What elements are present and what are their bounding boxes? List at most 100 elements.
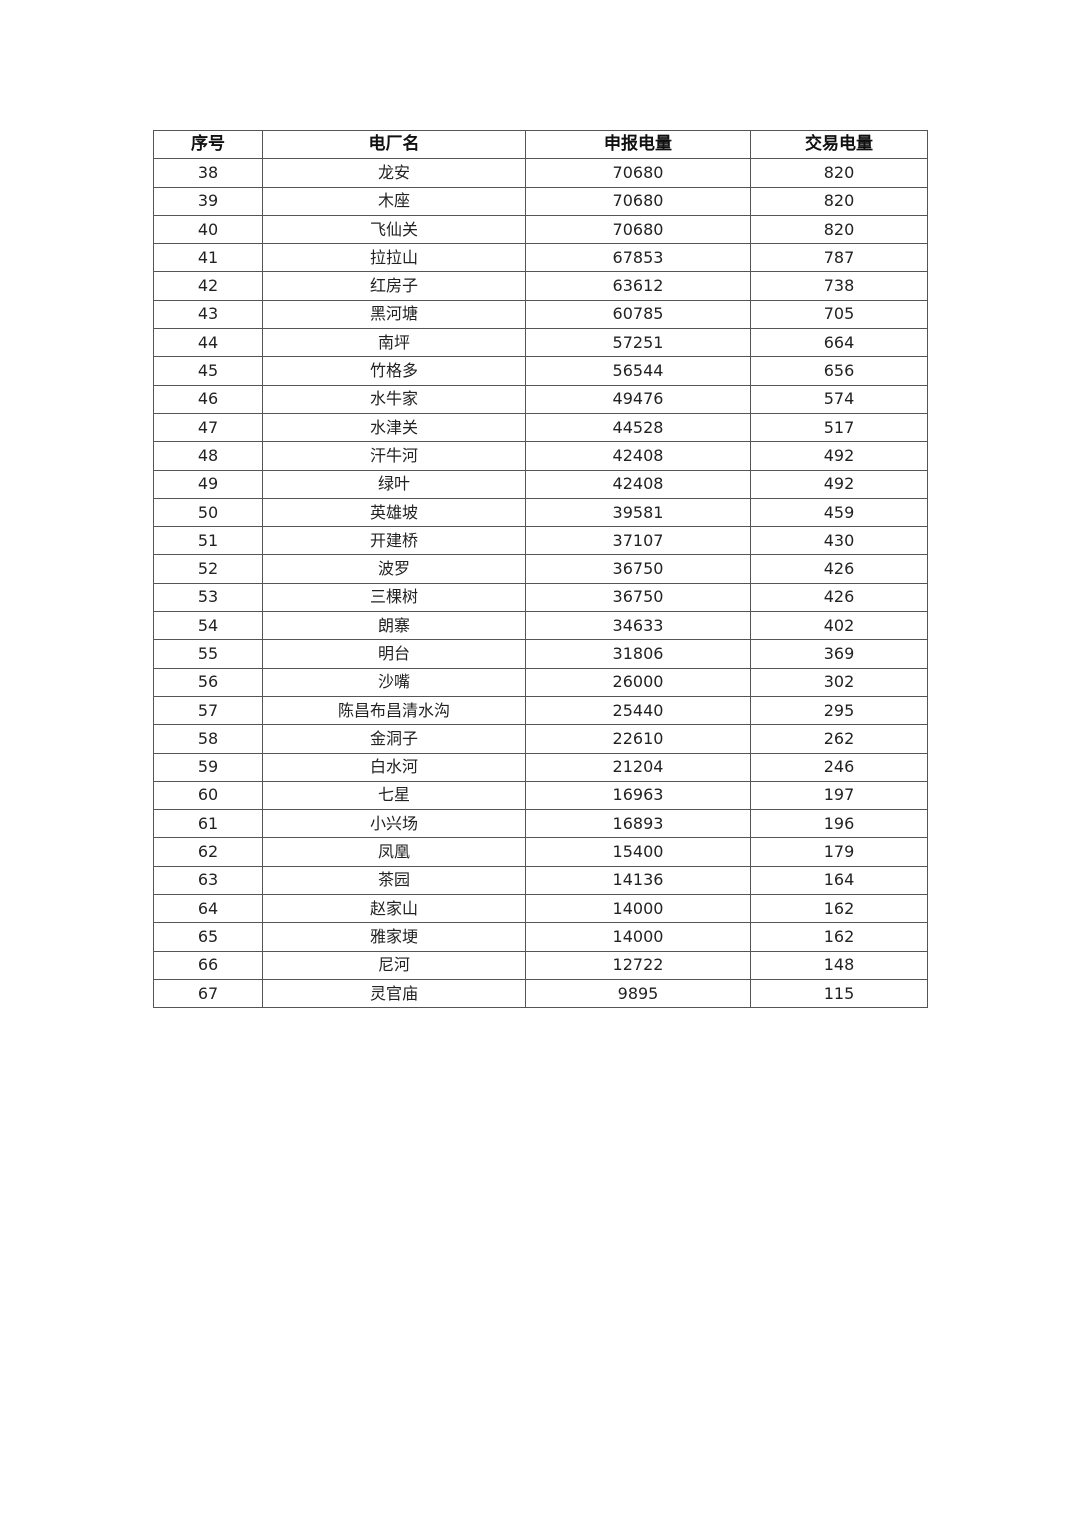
cell-plant-name: 飞仙关 [262, 214, 526, 245]
cell-plant-name: 汗牛河 [262, 441, 526, 471]
table-row: 52 波罗 36750 426 [153, 554, 928, 584]
cell-index: 52 [153, 554, 263, 584]
cell-declared-energy: 56544 [525, 356, 751, 386]
cell-traded-energy: 246 [750, 752, 928, 782]
cell-plant-name: 竹格多 [262, 356, 526, 386]
cell-declared-energy: 42408 [525, 441, 751, 471]
table-row: 40 飞仙关 70680 820 [153, 214, 928, 245]
cell-traded-energy: 656 [750, 356, 928, 386]
table-row: 59 白水河 21204 246 [153, 752, 928, 782]
cell-index: 55 [153, 639, 263, 669]
table-row: 62 凤凰 15400 179 [153, 837, 928, 867]
cell-plant-name: 凤凰 [262, 837, 526, 867]
cell-index: 51 [153, 526, 263, 556]
table-row: 44 南坪 57251 664 [153, 328, 928, 358]
cell-declared-energy: 26000 [525, 667, 751, 697]
cell-traded-energy: 426 [750, 582, 928, 613]
table-body: 38 龙安 70680 820 39 木座 70680 820 40 飞仙关 70680 820 41 拉… [153, 158, 928, 1009]
cell-plant-name: 木座 [262, 186, 526, 216]
cell-declared-energy: 9895 [525, 978, 751, 1009]
cell-traded-energy: 196 [750, 809, 928, 839]
cell-plant-name: 茶园 [262, 865, 526, 896]
cell-declared-energy: 21204 [525, 752, 751, 782]
cell-plant-name: 沙嘴 [262, 667, 526, 697]
power-plant-table: 序号 电厂名 申报电量 交易电量 38 龙安 70680 820 39 木座 70680 82… [153, 129, 928, 1009]
cell-plant-name: 三棵树 [262, 582, 526, 613]
table-row: 48 汗牛河 42408 492 [153, 441, 928, 471]
cell-declared-energy: 44528 [525, 412, 751, 443]
cell-plant-name: 陈昌布昌清水沟 [262, 695, 526, 726]
cell-traded-energy: 738 [750, 271, 928, 301]
table-row: 54 朗寨 34633 402 [153, 611, 928, 641]
table-row: 55 明台 31806 369 [153, 639, 928, 669]
cell-plant-name: 南坪 [262, 328, 526, 358]
table-row: 57 陈昌布昌清水沟 25440 295 [153, 695, 928, 726]
cell-declared-energy: 63612 [525, 271, 751, 301]
cell-index: 63 [153, 865, 263, 896]
cell-declared-energy: 42408 [525, 469, 751, 499]
cell-index: 49 [153, 469, 263, 499]
cell-traded-energy: 459 [750, 497, 928, 528]
cell-index: 56 [153, 667, 263, 697]
cell-index: 38 [153, 158, 263, 188]
table-row: 51 开建桥 37107 430 [153, 526, 928, 556]
cell-declared-energy: 16893 [525, 809, 751, 839]
cell-declared-energy: 14136 [525, 865, 751, 896]
cell-index: 57 [153, 695, 263, 726]
cell-index: 62 [153, 837, 263, 867]
cell-traded-energy: 705 [750, 299, 928, 330]
cell-index: 47 [153, 412, 263, 443]
cell-plant-name: 尼河 [262, 950, 526, 980]
cell-declared-energy: 49476 [525, 384, 751, 414]
cell-traded-energy: 820 [750, 214, 928, 245]
cell-traded-energy: 430 [750, 526, 928, 556]
table-row: 47 水津关 44528 517 [153, 412, 928, 443]
cell-plant-name: 明台 [262, 639, 526, 669]
cell-index: 66 [153, 950, 263, 980]
cell-index: 67 [153, 978, 263, 1009]
cell-traded-energy: 179 [750, 837, 928, 867]
cell-traded-energy: 517 [750, 412, 928, 443]
table-row: 58 金洞子 22610 262 [153, 724, 928, 754]
cell-declared-energy: 31806 [525, 639, 751, 669]
cell-plant-name: 赵家山 [262, 894, 526, 924]
cell-index: 39 [153, 186, 263, 216]
cell-plant-name: 小兴场 [262, 809, 526, 839]
table-row: 65 雅家埂 14000 162 [153, 922, 928, 952]
cell-declared-energy: 14000 [525, 922, 751, 952]
table-row: 39 木座 70680 820 [153, 186, 928, 216]
cell-index: 48 [153, 441, 263, 471]
cell-index: 60 [153, 780, 263, 811]
header-declared-energy: 申报电量 [525, 129, 751, 160]
cell-index: 65 [153, 922, 263, 952]
cell-index: 41 [153, 243, 263, 273]
table-row: 53 三棵树 36750 426 [153, 582, 928, 613]
cell-traded-energy: 492 [750, 469, 928, 499]
cell-declared-energy: 36750 [525, 582, 751, 613]
cell-traded-energy: 492 [750, 441, 928, 471]
cell-traded-energy: 162 [750, 894, 928, 924]
cell-index: 45 [153, 356, 263, 386]
cell-traded-energy: 197 [750, 780, 928, 811]
cell-index: 50 [153, 497, 263, 528]
cell-plant-name: 朗寨 [262, 611, 526, 641]
cell-plant-name: 红房子 [262, 271, 526, 301]
cell-index: 46 [153, 384, 263, 414]
cell-traded-energy: 148 [750, 950, 928, 980]
cell-declared-energy: 14000 [525, 894, 751, 924]
cell-declared-energy: 70680 [525, 158, 751, 188]
cell-index: 59 [153, 752, 263, 782]
cell-declared-energy: 60785 [525, 299, 751, 330]
cell-plant-name: 七星 [262, 780, 526, 811]
cell-declared-energy: 15400 [525, 837, 751, 867]
cell-declared-energy: 16963 [525, 780, 751, 811]
cell-plant-name: 水津关 [262, 412, 526, 443]
cell-plant-name: 雅家埂 [262, 922, 526, 952]
cell-index: 61 [153, 809, 263, 839]
cell-index: 40 [153, 214, 263, 245]
cell-declared-energy: 39581 [525, 497, 751, 528]
cell-plant-name: 金洞子 [262, 724, 526, 754]
table-row: 43 黑河塘 60785 705 [153, 299, 928, 330]
cell-plant-name: 拉拉山 [262, 243, 526, 273]
cell-traded-energy: 574 [750, 384, 928, 414]
